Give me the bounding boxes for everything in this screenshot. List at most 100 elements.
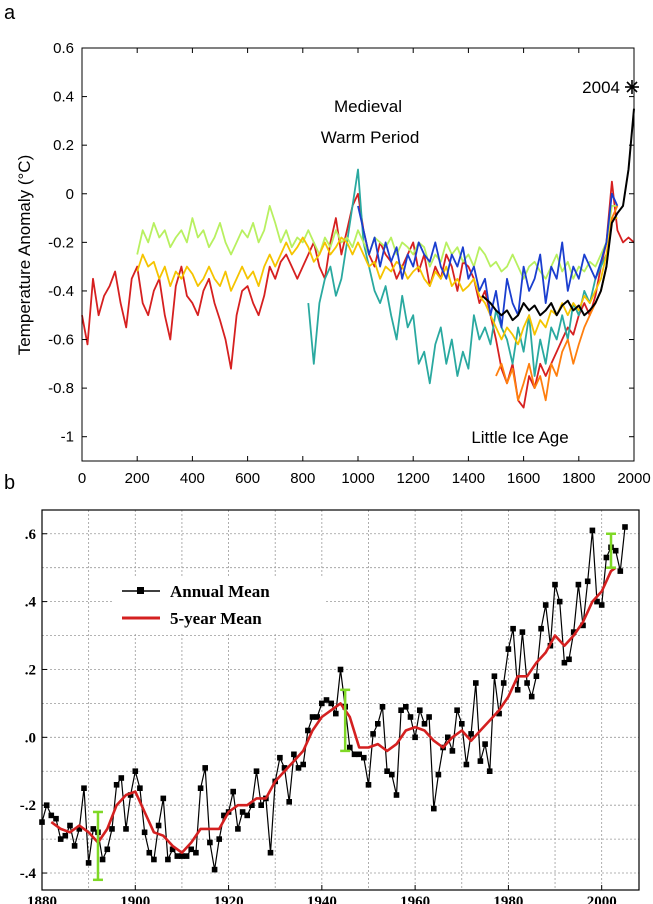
chart-b-annual-point: [314, 714, 320, 720]
chart-b-annual-point: [575, 581, 582, 588]
chart-b-annual-point: [235, 826, 241, 832]
chart-b-annual-point: [127, 792, 134, 798]
chart-b-annual-point: [449, 748, 456, 754]
chart-a-xtick-label: 800: [290, 470, 315, 487]
panel-b-label: b: [4, 472, 16, 494]
chart-a-ytick-label: -0.6: [48, 332, 74, 349]
chart-b-xtick-label: 1920: [214, 894, 244, 904]
chart-a-ylabel: Temperature Anomaly (°C): [15, 155, 34, 355]
chart-b-annual-point: [473, 680, 479, 686]
chart-b-annual-point: [188, 846, 194, 853]
chart-b-annual-point: [319, 700, 325, 707]
panel-a-label: a: [4, 2, 16, 24]
chart-b-annual-point: [244, 812, 250, 819]
chart-b-annual-point: [123, 826, 129, 832]
chart-b-xtick-label: 1980: [493, 894, 523, 904]
chart-b-annual-point: [398, 707, 404, 713]
chart-b-annual-point: [519, 629, 526, 635]
chart-b-annual-point: [491, 673, 498, 679]
chart-b-annual-point: [459, 721, 465, 727]
legend-annual-label: Annual Mean: [170, 582, 270, 601]
chart-b-annual-point: [221, 812, 227, 819]
chart-b-annual-point: [291, 751, 297, 758]
chart-b-annual-point: [76, 826, 83, 832]
chart-a-series-6-line: [481, 108, 635, 322]
chart-b-annual-point: [500, 680, 507, 686]
chart-b-annual-point: [165, 856, 171, 863]
chart-b-annual-point: [393, 792, 400, 798]
chart-b-annual-point: [309, 714, 316, 720]
chart-a-ytick-label: 0.4: [53, 89, 74, 106]
chart-b-annual-point: [598, 602, 605, 608]
chart-b-annual-point: [426, 714, 432, 720]
chart-b-annual-point: [99, 856, 106, 863]
chart-a-series: [81, 108, 635, 409]
chart-b-annual-point: [412, 734, 418, 741]
chart-b-annual-point: [132, 768, 139, 774]
chart-b-annual-point: [337, 666, 344, 673]
chart-b-annual-point: [249, 802, 255, 808]
chart-b-annual-point: [193, 849, 199, 856]
chart-b-annual-point: [67, 822, 73, 829]
chart-a-ytick-label: -1: [61, 429, 74, 446]
chart-b-ytick-label: .6: [25, 527, 37, 543]
chart-b-annual-point: [561, 659, 568, 666]
chart-b-annual-point: [53, 815, 59, 822]
chart-b-annual-point: [81, 785, 87, 791]
chart-b-annual-point: [556, 598, 563, 605]
chart-b-annual-point: [496, 710, 502, 717]
annotation-2004: 2004: [582, 78, 620, 97]
chart-b-ticks: 1880 1900 1920 1940 1960 1980 2000 .6 .4 .2 .0 -.2 -…: [20, 527, 617, 904]
chart-a-xtick-label: 1000: [341, 470, 374, 487]
chart-b-annual-point: [118, 775, 125, 781]
chart-b-annual-point: [160, 795, 167, 802]
chart-b-xtick-label: 1940: [307, 894, 337, 904]
chart-a-ticks: 0 200 400 600 800 1000 1200 1400 1600 1800 2000 0.6…: [48, 40, 651, 487]
chart-b-annual-point: [202, 765, 208, 771]
chart-b-annual-point: [431, 805, 437, 812]
chart-b-annual-point: [612, 547, 619, 554]
chart-b-annual-point: [277, 754, 283, 761]
chart-b-annual-point: [333, 710, 339, 717]
chart-b-annual-point: [594, 598, 600, 605]
chart-b-annual-point: [361, 754, 367, 761]
annotation-little-ice-age: Little Ice Age: [471, 428, 568, 447]
chart-b-annual-point: [207, 839, 213, 846]
chart-b-annual-point: [552, 581, 558, 588]
chart-a-xtick-label: 1200: [397, 470, 430, 487]
chart-b-annual-point: [463, 761, 470, 768]
chart-b-xtick-label: 1900: [120, 894, 150, 904]
chart-b-annual-point: [216, 836, 222, 842]
chart-b-annual-point: [514, 687, 521, 693]
chart-b-annual-point: [183, 853, 190, 859]
chart-b-annual-point: [146, 849, 153, 856]
chart-a-series-3-line: [136, 217, 618, 346]
annotation-medieval-line2: Warm Period: [321, 128, 420, 147]
chart-b-grid: [41, 510, 639, 890]
annotation-2004-asterisk-icon: [625, 80, 639, 94]
chart-b-annual-point: [351, 751, 358, 758]
chart-a-ytick-label: -0.8: [48, 380, 74, 397]
chart-b: 1880 1900 1920 1940 1960 1980 2000 .6 .4 .2 .0 -.2 -…: [20, 509, 640, 904]
chart-a-series-4-line: [357, 192, 619, 329]
chart-b-ytick-label: .2: [25, 662, 36, 678]
chart-b-annual-point: [323, 697, 330, 703]
chart-b-annual-point: [370, 731, 376, 737]
chart-a-ytick-label: 0.6: [53, 40, 74, 57]
chart-b-annual-point: [365, 782, 372, 788]
chart-a-xtick-label: 200: [125, 470, 150, 487]
chart-b-annual-point: [295, 765, 302, 771]
chart-a-xtick-label: 1800: [562, 470, 595, 487]
chart-b-annual-point: [300, 761, 306, 768]
chart-b-annual-point: [258, 802, 264, 808]
chart-b-annual-point: [169, 846, 176, 853]
chart-b-annual-point: [617, 568, 624, 574]
chart-b-error-bars: [92, 532, 617, 882]
chart-b-annual-point: [528, 693, 535, 700]
chart-b-annual-point: [403, 704, 409, 710]
chart-a-xtick-label: 600: [235, 470, 260, 487]
chart-b-annual-point: [57, 836, 64, 842]
chart-b-annual-point: [90, 826, 97, 832]
chart-b-annual-point: [62, 832, 69, 839]
chart-a: 0 200 400 600 800 1000 1200 1400 1600 1800 2000 0.6…: [15, 40, 651, 487]
